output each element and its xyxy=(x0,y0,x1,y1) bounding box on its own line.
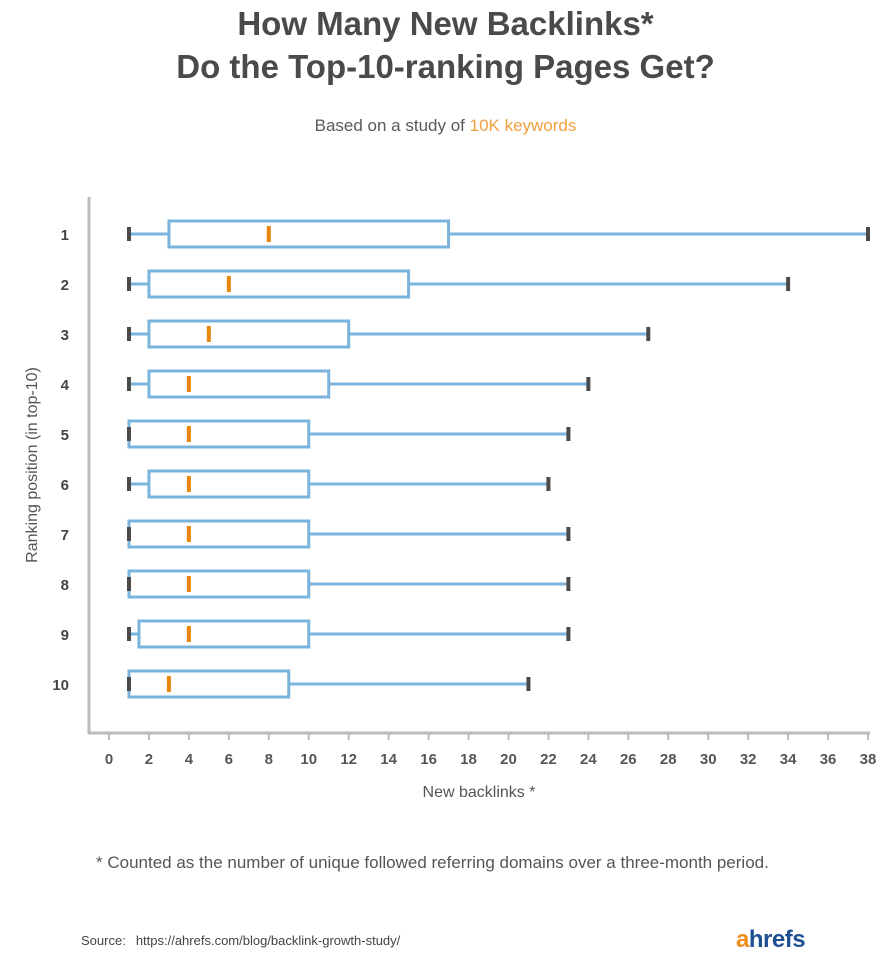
y-tick-label: 8 xyxy=(61,577,69,594)
x-tick-label: 12 xyxy=(340,751,357,768)
x-tick-label: 0 xyxy=(105,751,113,768)
x-tick-label: 18 xyxy=(460,751,477,768)
x-tick-label: 16 xyxy=(420,751,437,768)
x-axis-title: New backlinks * xyxy=(423,784,536,801)
chart-title-line2: Do the Top-10-ranking Pages Get? xyxy=(176,48,715,85)
box xyxy=(147,369,331,399)
x-tick-label: 2 xyxy=(145,751,153,768)
y-tick-label: 3 xyxy=(61,327,69,344)
ahrefs-logo: ahrefs xyxy=(736,926,806,954)
x-tick-label: 32 xyxy=(740,751,757,768)
source-line: Source: https://ahrefs.com/blog/backlink-… xyxy=(81,933,400,948)
x-tick-label: 8 xyxy=(265,751,273,768)
logo-a: a xyxy=(736,926,749,953)
chart-title: How Many New Backlinks* Do the Top-10-ra… xyxy=(0,2,891,88)
y-tick-label: 1 xyxy=(61,227,69,244)
chart-subtitle: Based on a study of 10K keywords xyxy=(0,116,891,136)
x-tick-label: 4 xyxy=(185,751,194,768)
box xyxy=(127,669,291,699)
box xyxy=(147,319,351,349)
y-tick-label: 9 xyxy=(61,627,69,644)
x-tick-label: 36 xyxy=(820,751,837,768)
footnote: * Counted as the number of unique follow… xyxy=(96,853,769,872)
x-tick-label: 6 xyxy=(225,751,233,768)
box xyxy=(127,569,311,599)
y-tick-label: 7 xyxy=(61,527,69,544)
x-tick-label: 20 xyxy=(500,751,517,768)
box xyxy=(137,619,311,649)
box xyxy=(147,469,311,499)
chart-title-line1: How Many New Backlinks* xyxy=(237,5,654,42)
box xyxy=(127,419,311,449)
box xyxy=(127,519,311,549)
x-tick-label: 34 xyxy=(780,751,797,768)
x-tick-label: 30 xyxy=(700,751,717,768)
source-url[interactable]: https://ahrefs.com/blog/backlink-growth-… xyxy=(135,933,401,948)
y-tick-label: 2 xyxy=(61,277,69,294)
y-axis-title: Ranking position (in top-10) xyxy=(24,367,41,563)
subtitle-highlight: 10K keywords xyxy=(469,116,577,135)
x-tick-label: 22 xyxy=(540,751,557,768)
y-tick-label: 4 xyxy=(61,377,70,394)
logo-rest: hrefs xyxy=(748,926,806,953)
box xyxy=(167,219,451,249)
x-tick-label: 14 xyxy=(380,751,397,768)
subtitle-prefix: Based on a study of xyxy=(314,116,470,135)
source-label: Source: xyxy=(81,933,126,948)
x-tick-label: 24 xyxy=(580,751,597,768)
x-tick-label: 10 xyxy=(300,751,317,768)
x-tick-label: 28 xyxy=(660,751,677,768)
x-tick-label: 38 xyxy=(860,751,877,768)
y-tick-label: 6 xyxy=(61,477,69,494)
y-tick-label: 5 xyxy=(61,427,69,444)
y-tick-label: 10 xyxy=(52,677,69,694)
x-tick-label: 26 xyxy=(620,751,637,768)
box xyxy=(147,269,411,299)
